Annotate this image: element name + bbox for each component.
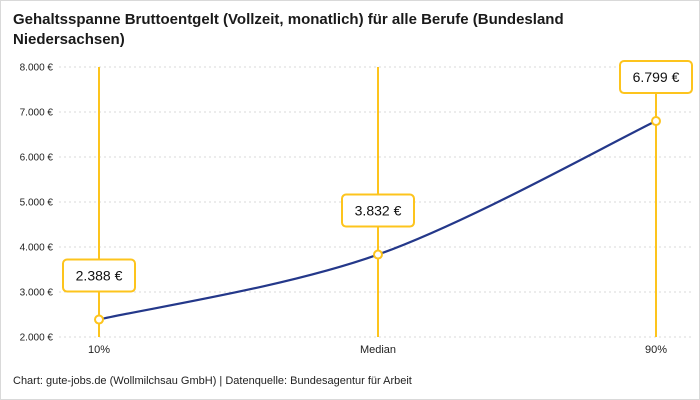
value-label-box: [62, 258, 136, 293]
value-label: 2.388 €: [76, 267, 123, 283]
data-point-marker: [651, 115, 661, 126]
salary-chart-svg: 8.000 € 7.000 € 6.000 € 5.000 € 4.000 € 3.000…: [20, 59, 693, 356]
x-tick-label: 90%: [645, 344, 667, 356]
y-tick-label: 7.000 €: [20, 107, 54, 118]
y-tick-label: 8.000 €: [20, 62, 54, 73]
y-tick-label: 2.000 €: [20, 332, 54, 343]
value-label-box: [619, 59, 693, 94]
data-point-marker: [94, 314, 104, 325]
y-tick-label: 6.000 €: [20, 152, 54, 163]
chart-footer: Chart: gute-jobs.de (Wollmilchsau GmbH) …: [13, 375, 412, 387]
x-tick-label: 10%: [88, 344, 110, 356]
x-tick-label: Median: [360, 344, 396, 356]
y-tick-label: 3.000 €: [20, 287, 54, 298]
value-label: 6.799 €: [633, 69, 680, 85]
y-tick-label: 4.000 €: [20, 242, 54, 253]
value-label: 3.832 €: [355, 202, 402, 218]
data-point-marker: [373, 249, 383, 260]
y-tick-label: 5.000 €: [20, 197, 54, 208]
chart-title: Gehaltsspanne Bruttoentgelt (Vollzeit, m…: [13, 11, 564, 49]
value-label-box: [341, 193, 415, 228]
